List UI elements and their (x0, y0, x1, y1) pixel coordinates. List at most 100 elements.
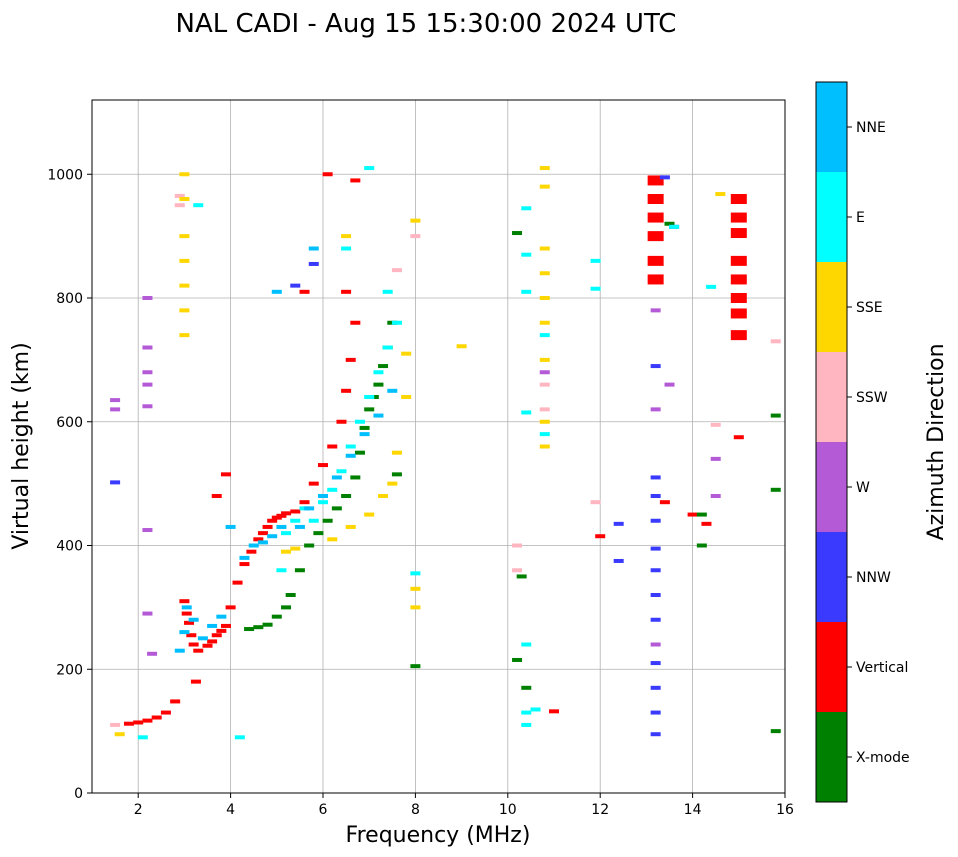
data-point (246, 549, 257, 554)
data-point (345, 357, 356, 362)
data-point (170, 699, 181, 704)
data-point (647, 274, 664, 285)
data-point (336, 419, 347, 424)
data-point (299, 500, 310, 505)
data-point (345, 524, 356, 529)
data-marks (110, 166, 781, 740)
data-point (539, 296, 550, 300)
data-point (308, 246, 319, 251)
data-point (276, 513, 287, 518)
colorbar-tick-label: SSE (856, 300, 883, 316)
data-point (710, 422, 721, 427)
data-point (110, 480, 121, 485)
data-point (590, 500, 601, 505)
data-point (364, 512, 375, 517)
data-point (220, 623, 231, 628)
data-point (378, 494, 389, 498)
data-point (142, 382, 153, 387)
data-point (294, 524, 305, 529)
data-point (225, 605, 236, 610)
chart-title: NAL CADI - Aug 15 15:30:00 2024 UTC (176, 9, 677, 39)
data-point (181, 611, 192, 616)
data-point (350, 178, 361, 183)
series-w (110, 296, 721, 656)
colorbar-frame (815, 81, 848, 803)
data-point (647, 175, 664, 186)
data-point (190, 679, 201, 684)
data-point (350, 320, 361, 325)
data-point (142, 611, 153, 616)
data-point (521, 642, 532, 647)
data-point (512, 543, 523, 548)
data-point (373, 413, 384, 418)
data-point (174, 648, 185, 653)
data-point (147, 651, 158, 656)
data-point (364, 407, 375, 412)
y-tick-label: 1000 (47, 167, 83, 183)
colorbar-tick-label: E (856, 210, 865, 226)
data-point (160, 710, 171, 715)
colorbar-tick-label: X-mode (856, 750, 910, 766)
data-point (512, 231, 523, 236)
data-point (322, 172, 333, 177)
data-point (770, 413, 781, 418)
x-axis-ticks: 2 4 6 8 10 12 14 16 (134, 793, 794, 818)
data-point (142, 370, 153, 375)
data-point (373, 370, 384, 375)
data-point (770, 729, 781, 734)
data-point (341, 289, 352, 294)
data-point (378, 364, 389, 369)
data-point (512, 657, 523, 662)
data-point (281, 531, 292, 536)
data-point (391, 472, 402, 477)
data-point (410, 586, 421, 591)
data-point (521, 710, 532, 715)
series-x-mode (244, 221, 781, 734)
data-point (650, 494, 661, 498)
data-point (650, 642, 661, 647)
data-point (179, 234, 190, 239)
data-point (659, 500, 670, 505)
data-point (299, 289, 310, 294)
colorbar-segment (816, 172, 847, 262)
data-point (142, 296, 153, 300)
data-point (410, 605, 421, 610)
data-point (202, 643, 213, 648)
data-point (730, 212, 747, 223)
data-point (650, 685, 661, 690)
data-point (647, 231, 664, 242)
data-point (322, 518, 333, 523)
data-point (350, 475, 361, 480)
data-point (387, 481, 398, 486)
data-point (257, 540, 268, 545)
data-point (521, 206, 532, 211)
data-point (650, 710, 661, 715)
data-point (359, 425, 370, 430)
data-point (290, 509, 301, 514)
data-point (142, 718, 153, 723)
data-point (539, 246, 550, 251)
data-point (137, 735, 148, 740)
data-point (770, 339, 781, 344)
y-tick-label: 800 (56, 291, 83, 307)
data-point (595, 534, 606, 539)
data-point (401, 395, 412, 399)
data-point (257, 531, 268, 536)
data-point (650, 617, 661, 622)
colorbar-label: Azimuth Direction (924, 343, 949, 540)
data-point (521, 289, 532, 294)
data-point (410, 571, 421, 576)
data-point (313, 531, 324, 536)
data-point (262, 622, 273, 627)
data-point (253, 625, 264, 630)
data-point (650, 732, 661, 737)
data-point (179, 258, 190, 263)
data-point (220, 472, 231, 477)
data-point (234, 735, 245, 740)
data-point (382, 289, 393, 294)
data-point (391, 320, 402, 325)
data-point (184, 620, 195, 625)
data-point (650, 518, 661, 523)
data-point (193, 648, 204, 653)
data-point (539, 333, 550, 338)
